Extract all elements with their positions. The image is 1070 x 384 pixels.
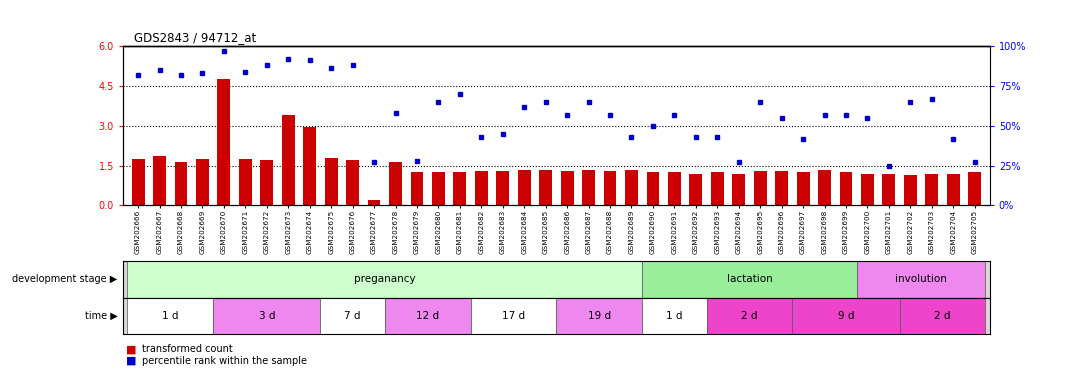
Bar [642, 261, 857, 298]
Bar [174, 162, 187, 205]
Bar [239, 159, 251, 205]
Bar [368, 200, 381, 205]
Bar [883, 174, 896, 205]
Text: ■: ■ [126, 344, 137, 354]
Text: ■: ■ [126, 356, 137, 366]
Bar [127, 261, 642, 298]
Bar [153, 156, 166, 205]
Text: 1 d: 1 d [667, 311, 683, 321]
Bar [385, 298, 471, 334]
Bar [968, 172, 981, 205]
Bar [926, 174, 938, 205]
Bar [710, 172, 723, 205]
Bar [411, 172, 424, 205]
Bar [196, 159, 209, 205]
Bar [454, 172, 467, 205]
Bar [582, 170, 595, 205]
Bar [732, 174, 745, 205]
Text: GDS2843 / 94712_at: GDS2843 / 94712_at [134, 31, 256, 44]
Bar [776, 171, 789, 205]
Bar [840, 172, 853, 205]
Bar [475, 171, 488, 205]
Text: involution: involution [896, 274, 947, 285]
Bar [706, 298, 793, 334]
Bar [132, 159, 144, 205]
Text: time ▶: time ▶ [85, 311, 118, 321]
Bar [753, 171, 766, 205]
Bar [642, 298, 706, 334]
Text: 2 d: 2 d [934, 311, 951, 321]
Text: 12 d: 12 d [416, 311, 440, 321]
Text: preganancy: preganancy [354, 274, 415, 285]
Text: percentile rank within the sample: percentile rank within the sample [142, 356, 307, 366]
Bar [217, 79, 230, 205]
Text: lactation: lactation [727, 274, 773, 285]
Bar [668, 172, 681, 205]
Bar [303, 127, 316, 205]
Bar [857, 261, 985, 298]
Bar [793, 298, 900, 334]
Bar [213, 298, 320, 334]
Bar [471, 298, 556, 334]
Bar [819, 170, 831, 205]
Bar [347, 160, 360, 205]
Text: 1 d: 1 d [162, 311, 179, 321]
Bar [646, 172, 659, 205]
Bar [127, 298, 213, 334]
Bar [496, 171, 509, 205]
Bar [320, 298, 385, 334]
Text: 3 d: 3 d [259, 311, 275, 321]
Bar [561, 171, 574, 205]
Text: 17 d: 17 d [502, 311, 525, 321]
Bar [797, 172, 810, 205]
Text: 19 d: 19 d [587, 311, 611, 321]
Bar [861, 174, 874, 205]
Bar [625, 170, 638, 205]
Bar [432, 172, 445, 205]
Bar [324, 158, 337, 205]
Bar [689, 174, 702, 205]
Text: 2 d: 2 d [742, 311, 758, 321]
Text: development stage ▶: development stage ▶ [13, 274, 118, 285]
Bar [947, 174, 960, 205]
Bar [389, 162, 402, 205]
Bar [900, 298, 985, 334]
Bar [603, 171, 616, 205]
Bar [904, 175, 917, 205]
Text: 9 d: 9 d [838, 311, 854, 321]
Text: transformed count: transformed count [142, 344, 233, 354]
Bar [518, 170, 531, 205]
Bar [539, 170, 552, 205]
Bar [556, 298, 642, 334]
Bar [281, 115, 294, 205]
Text: 7 d: 7 d [345, 311, 361, 321]
Bar [260, 160, 273, 205]
